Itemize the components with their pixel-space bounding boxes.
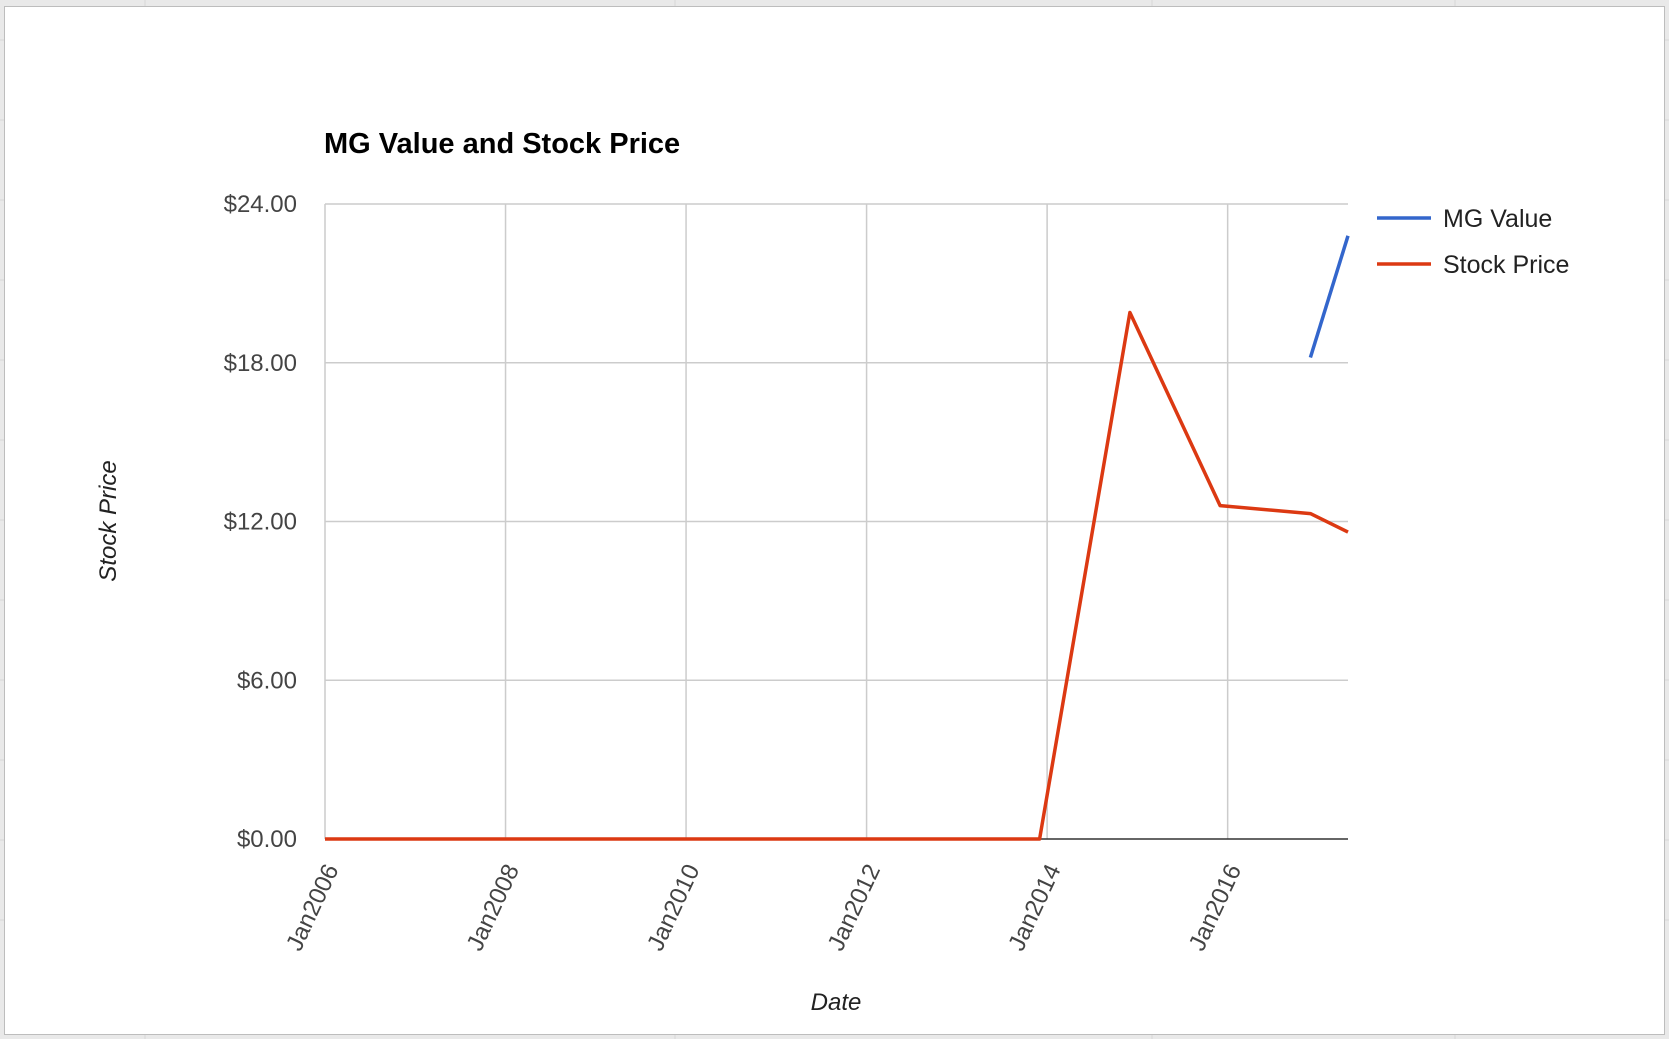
grid-lines: [324, 203, 1348, 839]
legend-label-stock-price: Stock Price: [1443, 251, 1569, 279]
x-axis-label: Date: [811, 989, 862, 1016]
x-tick-label: Jan2012: [823, 860, 886, 955]
y-tick-label: $18.00: [224, 350, 297, 377]
line-chart: $0.00 $6.00 $12.00 $18.00 $24.00 Jan2006 Jan20…: [95, 128, 1569, 1016]
y-axis-label: Stock Price: [95, 460, 122, 581]
y-tick-label: $6.00: [237, 667, 297, 694]
series-line-stock-price[interactable]: [325, 310, 1349, 841]
series-line-mg-value[interactable]: [1308, 235, 1350, 359]
series-lines: [325, 235, 1350, 841]
chart-title: MG Value and Stock Price: [324, 128, 680, 160]
y-tick-label: $0.00: [237, 826, 297, 853]
x-tick-label: Jan2016: [1184, 860, 1247, 955]
x-tick-label: Jan2014: [1003, 860, 1066, 955]
x-tick-label: Jan2006: [281, 860, 344, 955]
legend-item-stock-price[interactable]: Stock Price: [1377, 251, 1569, 279]
legend-item-mg-value[interactable]: MG Value: [1377, 205, 1552, 233]
x-tick-label: Jan2010: [642, 860, 705, 955]
y-tick-label: $12.00: [224, 509, 297, 536]
x-tick-label: Jan2008: [462, 860, 525, 955]
y-tick-label: $24.00: [224, 191, 297, 218]
legend-label-mg-value: MG Value: [1443, 205, 1552, 233]
chart-container[interactable]: $0.00 $6.00 $12.00 $18.00 $24.00 Jan2006 Jan20…: [4, 6, 1665, 1035]
legend: MG Value Stock Price: [1377, 205, 1569, 279]
